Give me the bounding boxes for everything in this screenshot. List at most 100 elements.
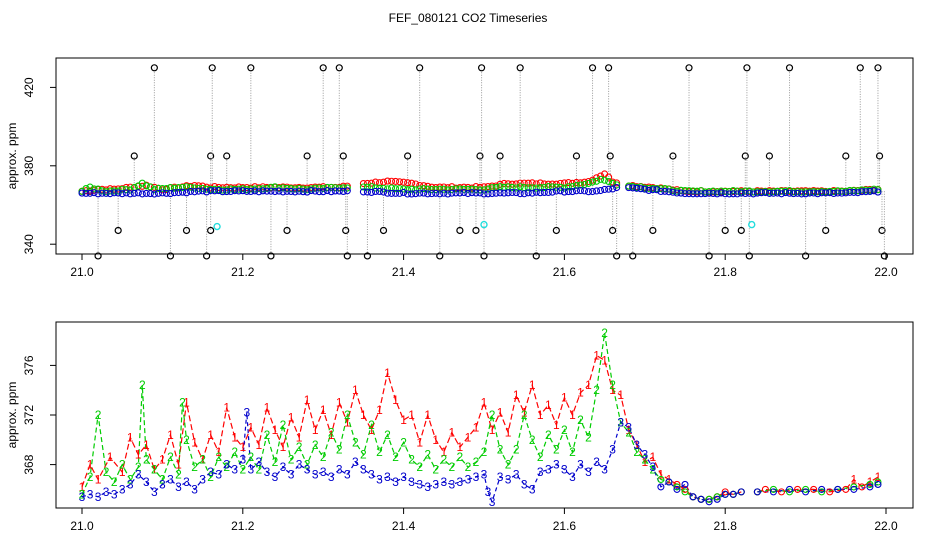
series-3-point [761,188,769,197]
series-3-point [118,190,126,198]
series-3-label: 3 [183,475,190,489]
series-3-point [677,189,685,197]
series-2-point [456,185,464,193]
series-3-point [207,186,215,195]
series-3-point [806,189,814,197]
series-3-point [227,187,235,196]
series-1-label: 1 [336,396,343,410]
calibration-point [649,226,657,235]
calibration-point [605,64,613,72]
series-3-point [299,188,307,196]
calibration-point [472,226,480,235]
series-3-point [247,187,255,196]
series-2-marker [874,478,882,486]
series-2-point [460,185,468,193]
series-2-marker [802,485,810,493]
series-3-point [637,185,645,193]
calibration-point [94,252,102,260]
series-3-point [186,187,195,195]
series-3-point [520,190,528,198]
series-1-label: 1 [609,383,616,397]
series-3-marker [802,488,810,496]
series-2-label: 2 [392,450,399,464]
series-2-point [323,183,331,191]
series-2-label: 2 [288,453,295,467]
series-3-point [412,190,420,198]
series-3-label: 3 [328,470,335,484]
series-2-point [440,185,448,193]
series-1-label: 1 [87,458,94,472]
reference-point [748,220,756,229]
series-3-marker [705,498,713,506]
series-3-point [633,184,641,192]
series-3-label: 3 [159,477,166,491]
series-2-point [645,184,653,192]
series-2-point [371,184,380,192]
series-3-point [653,186,661,194]
series-2-label: 2 [127,472,134,486]
series-2-label: 2 [111,475,118,489]
series-2-point [584,179,593,187]
series-3-label: 3 [344,468,351,482]
series-2-point [186,183,195,191]
series-2-label: 2 [497,443,504,457]
series-1-marker [826,488,834,496]
series-1-label: 1 [119,465,126,479]
series-3-label: 3 [553,458,560,472]
series-3-point [339,187,347,195]
series-3-point [846,188,854,196]
x-tick-label: 21.8 [714,265,738,279]
series-3-point [371,187,380,196]
series-3-point [689,190,697,198]
series-3-label: 3 [569,470,576,484]
top-axis-ticks: 21.0 21.2 21.4 21.6 21.8 22.0 340 380 420 [22,77,898,279]
series-2-label: 2 [384,428,391,442]
calibration-point [342,226,350,235]
series-3-point [375,187,384,196]
series-1-label: 1 [207,428,214,442]
calibration-point [741,152,749,160]
series-3-point [279,188,287,196]
series-3-marker [769,488,777,496]
y-tick-label: 376 [22,355,36,375]
series-3-label: 3 [545,463,552,477]
calibration-point [609,226,617,235]
series-2-point [556,183,564,191]
series-1-label: 1 [199,453,206,467]
series-3-point [552,187,560,195]
series-1-label: 1 [239,440,246,454]
series-2-point [303,186,311,194]
series-3-point [874,188,882,196]
series-2-label: 2 [569,445,576,459]
series-2-point [777,187,786,195]
calibration-point [801,252,810,260]
series-1-label: 1 [473,420,480,434]
series-2-point [416,185,424,193]
calibration-point [856,64,864,72]
series-2-point [122,186,130,194]
series-1-point [367,179,375,187]
series-3-point [508,188,516,197]
series-3-point [625,184,633,192]
calibration-point [705,252,713,260]
series-3-label: 3 [633,438,640,452]
series-3-point [150,190,158,198]
series-3-point [661,187,669,195]
x-tick-label: 21.2 [231,265,255,279]
series-3-label: 3 [239,453,246,467]
series-2-marker [657,475,665,484]
series-3-point [842,189,850,197]
x-tick-label: 21.4 [392,519,416,533]
series-1-label: 1 [432,433,439,447]
calibration-point [552,226,560,235]
series-1-label: 1 [167,428,174,442]
series-3-point [584,188,593,196]
series-3-label: 3 [199,472,206,486]
series-2-label: 2 [139,378,146,392]
series-2-label: 2 [280,418,287,432]
series-2-label: 2 [247,450,254,464]
series-3-point [78,189,86,197]
calibration-point [721,226,729,235]
calibration-point [267,252,275,260]
